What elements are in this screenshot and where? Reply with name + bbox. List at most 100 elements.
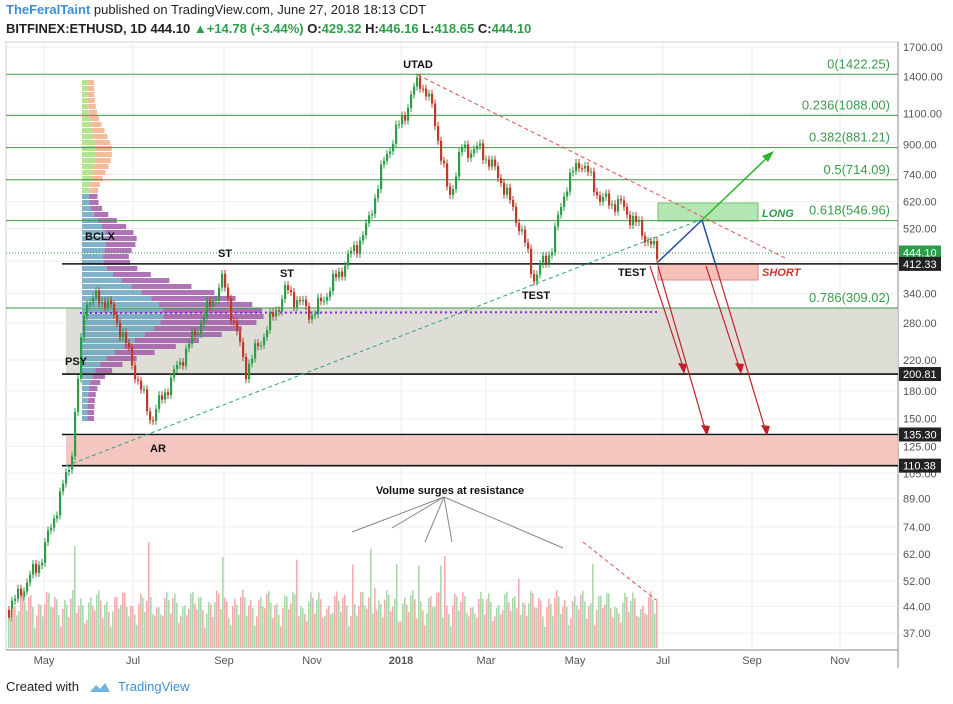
candle-body xyxy=(485,159,488,161)
candle-body xyxy=(44,541,47,563)
candle-body xyxy=(521,229,524,232)
candle-body xyxy=(422,88,425,90)
candle-body xyxy=(116,314,119,323)
volume-bar xyxy=(604,604,606,648)
volume-bar xyxy=(636,615,638,648)
candle-body xyxy=(440,140,443,161)
volume-bar xyxy=(354,604,356,648)
candle-body xyxy=(470,153,473,158)
time-tick-label: Jul xyxy=(656,655,670,667)
time-tick-label: Nov xyxy=(302,655,322,667)
annotation-label: UTAD xyxy=(403,59,433,71)
candle-body xyxy=(383,160,386,165)
candle-body xyxy=(572,171,575,173)
volume-bar xyxy=(44,604,46,648)
fib-label: 0.5(714.09) xyxy=(824,162,891,177)
volume-bar xyxy=(242,590,244,648)
tradingview-logo-icon xyxy=(89,682,110,692)
candle-body xyxy=(356,245,359,254)
candle-body xyxy=(170,377,173,396)
candle-body xyxy=(503,182,506,195)
profile-bar-down xyxy=(131,284,192,289)
volume-bar xyxy=(136,624,138,648)
volume-bar xyxy=(100,600,102,648)
profile-bar-down xyxy=(158,302,253,307)
volume-bar xyxy=(548,598,550,648)
volume-bar xyxy=(652,599,654,648)
candle-body xyxy=(611,204,614,206)
volume-bar xyxy=(612,617,614,648)
price-badge xyxy=(899,458,941,473)
volume-bar xyxy=(76,612,78,648)
profile-bar-up xyxy=(82,116,90,121)
volume-bar xyxy=(380,603,382,648)
volume-bar xyxy=(618,613,620,648)
candle-body xyxy=(491,159,494,167)
candle-body xyxy=(554,226,557,253)
profile-bar-up xyxy=(82,290,142,295)
volume-bar xyxy=(504,594,506,648)
profile-bar-up xyxy=(82,416,88,421)
profile-bar-up xyxy=(82,200,90,205)
volume-bar xyxy=(452,605,454,648)
volume-bar xyxy=(440,565,442,648)
candle-body xyxy=(86,304,89,317)
tradingview-link[interactable]: TradingView xyxy=(118,679,190,694)
volume-bar xyxy=(626,596,628,648)
price-axis-labels: 1700.00 1400.00 1100.00 900.00 740.00 620.00 5… xyxy=(903,42,943,640)
volume-bar xyxy=(484,614,486,648)
volume-bar xyxy=(114,597,116,648)
author-name[interactable]: TheFeralTaint xyxy=(6,2,91,17)
volume-bar xyxy=(116,596,118,648)
volume-bar xyxy=(334,595,336,648)
candle-body xyxy=(632,215,635,226)
profile-bar-down xyxy=(88,386,98,391)
candle-body xyxy=(26,582,29,592)
volume-bar xyxy=(550,603,552,648)
candle-body xyxy=(77,378,80,412)
candle-body xyxy=(557,214,560,227)
volume-bar xyxy=(174,593,176,648)
volume-bar xyxy=(616,607,618,648)
volume-bar xyxy=(236,604,238,648)
profile-bar-up xyxy=(82,386,89,391)
volume-bar xyxy=(208,602,210,648)
volume-bar xyxy=(360,592,362,648)
candle-body xyxy=(545,255,548,264)
candle-body xyxy=(269,312,272,331)
volume-bar xyxy=(156,607,158,648)
volume-bar xyxy=(170,613,172,648)
volume-bar xyxy=(464,596,466,648)
volume-bar xyxy=(74,545,76,648)
volume-profile xyxy=(82,80,264,421)
profile-bar-up xyxy=(82,272,113,277)
volume-bar xyxy=(24,602,26,648)
price-tick-label: 620.00 xyxy=(903,196,937,208)
candle-body xyxy=(197,334,200,336)
candle-body xyxy=(14,598,17,601)
candle-body xyxy=(251,358,254,364)
candle-body xyxy=(584,166,587,169)
candle-body xyxy=(410,94,413,108)
candle-body xyxy=(344,265,347,277)
candle-body xyxy=(620,199,623,201)
annotation-label: AR xyxy=(150,443,166,455)
candle-body xyxy=(401,115,404,125)
profile-bar-up xyxy=(82,398,88,403)
volume-bar xyxy=(120,604,122,648)
profile-bar-down xyxy=(87,80,95,85)
candle-body xyxy=(434,103,437,127)
volume-bar xyxy=(60,626,62,648)
price-badge xyxy=(899,256,941,271)
volume-bar xyxy=(498,604,500,648)
candle-body xyxy=(461,147,464,153)
profile-bar-down xyxy=(103,254,129,259)
price-badge xyxy=(899,245,941,260)
profile-bar-up xyxy=(82,230,106,235)
volume-bar xyxy=(492,621,494,648)
candle-body xyxy=(191,331,194,344)
volume-bar xyxy=(422,610,424,648)
volume-bar xyxy=(456,596,458,648)
